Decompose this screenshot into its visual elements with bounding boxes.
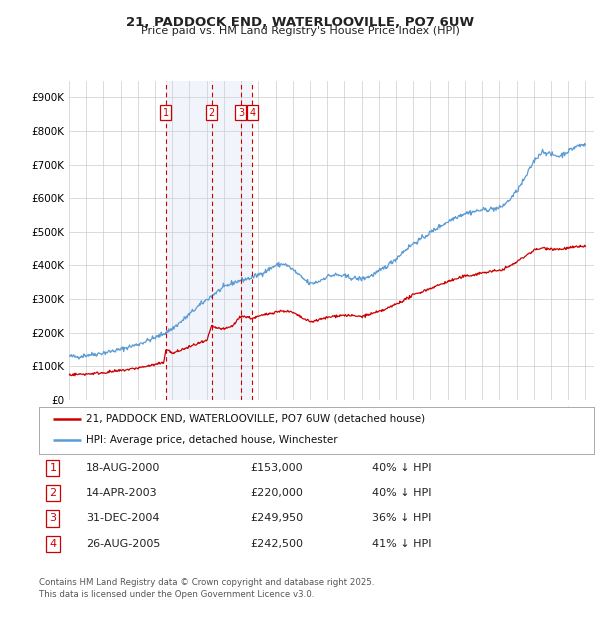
Text: 40% ↓ HPI: 40% ↓ HPI: [372, 463, 431, 473]
Text: 21, PADDOCK END, WATERLOOVILLE, PO7 6UW: 21, PADDOCK END, WATERLOOVILLE, PO7 6UW: [126, 16, 474, 29]
Text: 1: 1: [49, 463, 56, 473]
Text: £153,000: £153,000: [250, 463, 302, 473]
Text: 2: 2: [209, 107, 215, 118]
Text: 40% ↓ HPI: 40% ↓ HPI: [372, 488, 431, 498]
Text: Contains HM Land Registry data © Crown copyright and database right 2025.
This d: Contains HM Land Registry data © Crown c…: [39, 578, 374, 599]
Text: £242,500: £242,500: [250, 539, 303, 549]
Text: HPI: Average price, detached house, Winchester: HPI: Average price, detached house, Winc…: [86, 435, 338, 445]
Text: 21, PADDOCK END, WATERLOOVILLE, PO7 6UW (detached house): 21, PADDOCK END, WATERLOOVILLE, PO7 6UW …: [86, 414, 425, 424]
Text: 2: 2: [49, 488, 56, 498]
Text: 36% ↓ HPI: 36% ↓ HPI: [372, 513, 431, 523]
Text: 14-APR-2003: 14-APR-2003: [86, 488, 158, 498]
Text: 26-AUG-2005: 26-AUG-2005: [86, 539, 161, 549]
Text: 31-DEC-2004: 31-DEC-2004: [86, 513, 160, 523]
Text: Price paid vs. HM Land Registry's House Price Index (HPI): Price paid vs. HM Land Registry's House …: [140, 26, 460, 36]
Text: 4: 4: [49, 539, 56, 549]
Text: 3: 3: [49, 513, 56, 523]
Text: 41% ↓ HPI: 41% ↓ HPI: [372, 539, 431, 549]
Text: 4: 4: [249, 107, 256, 118]
Text: 3: 3: [238, 107, 244, 118]
Text: 1: 1: [163, 107, 169, 118]
Text: 18-AUG-2000: 18-AUG-2000: [86, 463, 161, 473]
Text: £220,000: £220,000: [250, 488, 303, 498]
Text: £249,950: £249,950: [250, 513, 303, 523]
Bar: [166, 81, 253, 400]
